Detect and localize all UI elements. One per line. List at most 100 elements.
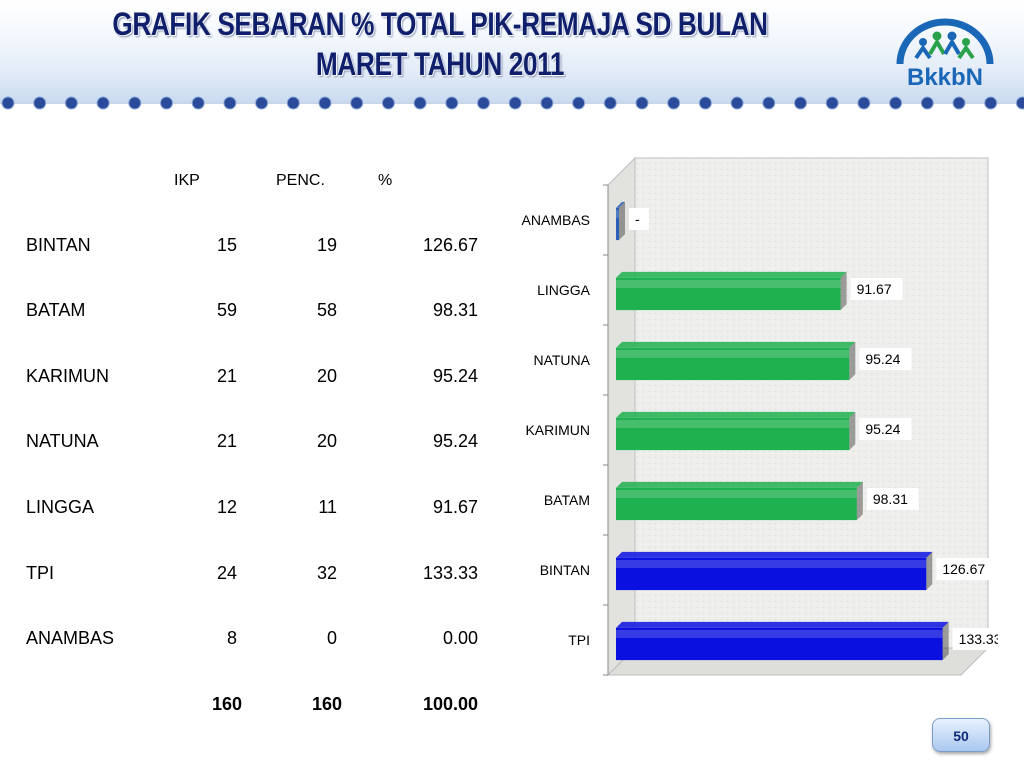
chart-bar-top bbox=[616, 271, 847, 278]
divider-dot bbox=[603, 96, 617, 110]
chart-data-label: 95.24 bbox=[865, 421, 900, 437]
divider-dot bbox=[128, 96, 142, 110]
row-ikp: 15 bbox=[216, 235, 237, 255]
row-penc: 11 bbox=[318, 497, 337, 517]
bkkbn-logo: BkkbN bbox=[896, 18, 994, 91]
slide-title: GRAFIK SEBARAN % TOTAL PIK-REMAJA SD BUL… bbox=[96, 4, 785, 84]
row-ikp: 21 bbox=[216, 366, 237, 386]
table-row: BINTAN 15 19 126.67 bbox=[0, 235, 500, 265]
divider-dot bbox=[794, 96, 807, 110]
divider-dot bbox=[540, 96, 554, 110]
divider-dot bbox=[350, 96, 364, 110]
row-penc: 20 bbox=[316, 431, 337, 451]
divider-dot bbox=[191, 96, 205, 110]
chart-data-label: 95.24 bbox=[865, 351, 900, 367]
table-row: BATAM 59 58 98.31 bbox=[0, 300, 500, 330]
row-pct: 95.24 bbox=[432, 431, 478, 451]
divider-dot bbox=[762, 96, 776, 110]
data-table: IKP PENC. % BINTAN 15 19 126.67 BATAM 59… bbox=[0, 160, 500, 720]
chart-data-label-bg bbox=[952, 628, 998, 650]
row-ikp: 59 bbox=[216, 300, 237, 320]
logo-people-icon bbox=[914, 31, 975, 60]
row-name: BINTAN bbox=[26, 235, 91, 255]
row-ikp: 21 bbox=[216, 431, 237, 451]
divider-dot bbox=[160, 96, 173, 110]
row-name: LINGGA bbox=[26, 497, 95, 517]
divider-dot bbox=[33, 96, 47, 110]
row-name: TPI bbox=[26, 563, 55, 583]
divider-dot bbox=[64, 96, 78, 110]
chart-data-label-bg bbox=[859, 418, 912, 440]
chart-bar-end bbox=[849, 411, 856, 451]
chart-data-label: - bbox=[635, 211, 640, 227]
chart-data-label: 133.33 bbox=[959, 631, 998, 647]
row-penc: 20 bbox=[316, 366, 337, 386]
chart-category-labels: ANAMBAS LINGGA NATUNA KARIMUN BATAM BINTAN TPI bbox=[522, 212, 591, 648]
row-name: ANAMBAS bbox=[26, 628, 115, 648]
chart-bar-top bbox=[616, 411, 856, 418]
chart-category-label: TPI bbox=[568, 632, 590, 648]
chart-data-label: 98.31 bbox=[873, 491, 908, 507]
chart-bar-end bbox=[849, 341, 856, 381]
chart-bar-top bbox=[616, 481, 863, 488]
chart-bars: - 91.67 95.24 95.24 98.31 126.67 133.33 bbox=[616, 201, 998, 661]
divider-dot bbox=[381, 96, 395, 110]
chart-bar-highlight bbox=[616, 209, 619, 218]
chart-bar bbox=[616, 347, 850, 381]
slide-title-line2: MARET TAHUN 2011 bbox=[315, 46, 565, 82]
chart-bar-highlight bbox=[616, 489, 857, 498]
row-name: BATAM bbox=[26, 300, 86, 320]
table-row: ANAMBAS 8 0 0.00 bbox=[0, 628, 500, 658]
chart-bar bbox=[616, 207, 619, 241]
divider-dot bbox=[255, 96, 269, 110]
total-pct: 100.00 bbox=[422, 694, 478, 714]
divider-dot bbox=[730, 96, 744, 110]
logo-text: BkkbN bbox=[907, 64, 983, 91]
divider-dot bbox=[984, 96, 998, 110]
slide-title-line1: GRAFIK SEBARAN % TOTAL PIK-REMAJA SD BUL… bbox=[112, 6, 768, 42]
header-ikp: IKP bbox=[174, 172, 200, 189]
header-pct: % bbox=[378, 172, 393, 189]
row-pct: 98.31 bbox=[432, 300, 478, 320]
row-penc: 32 bbox=[316, 563, 337, 583]
divider-dot bbox=[635, 96, 649, 110]
chart-bar-end bbox=[856, 481, 863, 521]
header-dotted-rule bbox=[0, 96, 1024, 110]
chart-category-label: KARIMUN bbox=[525, 422, 590, 438]
chart-data-label: 126.67 bbox=[942, 561, 985, 577]
chart-bar-end bbox=[840, 271, 847, 311]
chart-bar-highlight bbox=[616, 629, 943, 638]
table-row: LINGGA 12 11 91.67 bbox=[0, 497, 500, 527]
chart-data-label-bg bbox=[859, 348, 912, 370]
chart-bar-end bbox=[619, 201, 625, 241]
row-penc: 19 bbox=[316, 235, 337, 255]
divider-dot bbox=[889, 96, 903, 110]
divider-dot bbox=[477, 96, 490, 110]
chart-data-label-bg bbox=[936, 558, 997, 580]
table-total-row: 160 160 100.00 bbox=[0, 694, 500, 724]
total-penc: 160 bbox=[311, 694, 342, 714]
slide-header: GRAFIK SEBARAN % TOTAL PIK-REMAJA SD BUL… bbox=[0, 0, 1024, 103]
row-pct: 95.24 bbox=[432, 366, 478, 386]
chart-bar bbox=[616, 417, 850, 451]
divider-dot bbox=[667, 96, 681, 110]
bar-chart: - 91.67 95.24 95.24 98.31 126.67 133.33 ANAMBA… bbox=[522, 156, 998, 677]
chart-data-label: 91.67 bbox=[857, 281, 892, 297]
divider-dot bbox=[857, 96, 871, 110]
chart-bar bbox=[616, 557, 927, 591]
divider-dot bbox=[952, 96, 966, 110]
divider-dot bbox=[223, 96, 237, 110]
table-row: NATUNA 21 20 95.24 bbox=[0, 431, 500, 461]
row-pct: 91.67 bbox=[432, 497, 478, 517]
row-pct: 133.33 bbox=[422, 563, 478, 583]
row-penc: 0 bbox=[326, 628, 337, 648]
chart-data-label-bg bbox=[850, 278, 903, 300]
divider-dot bbox=[1015, 96, 1024, 110]
row-ikp: 24 bbox=[216, 563, 237, 583]
chart-bar bbox=[616, 627, 943, 661]
chart-category-label: ANAMBAS bbox=[522, 212, 590, 228]
divider-dot bbox=[920, 96, 934, 110]
divider-dot bbox=[572, 96, 586, 110]
logo-arc-icon bbox=[896, 18, 994, 65]
chart-data-label-bg bbox=[866, 488, 919, 510]
